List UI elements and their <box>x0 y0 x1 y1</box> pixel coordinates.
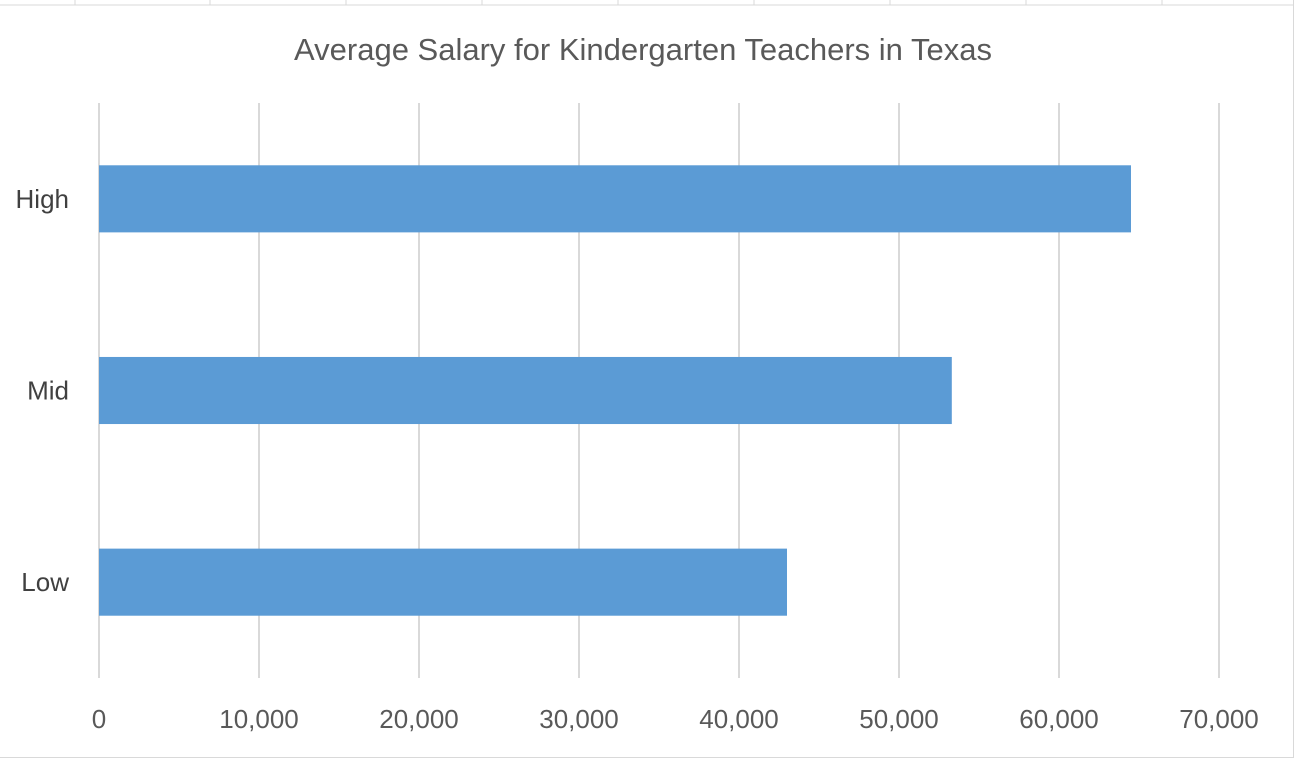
x-tick-label: 0 <box>92 704 106 734</box>
chart-title: Average Salary for Kindergarten Teachers… <box>294 32 992 67</box>
x-tick-label: 20,000 <box>379 704 459 734</box>
category-label: Mid <box>27 376 69 406</box>
x-tick-label: 50,000 <box>859 704 939 734</box>
category-label: Low <box>21 567 69 597</box>
bar-mid <box>99 356 952 425</box>
bars <box>99 165 1131 616</box>
bar-low <box>99 548 787 616</box>
category-label: High <box>16 184 69 214</box>
x-tick-label: 70,000 <box>1179 704 1259 734</box>
x-axis-tick-labels: 0 10,000 20,000 30,000 40,000 50,000 60,000 70,… <box>92 704 1259 734</box>
x-tick-label: 10,000 <box>219 704 299 734</box>
category-labels: High Mid Low <box>16 184 70 597</box>
previous-chart-gridlines <box>0 0 1294 6</box>
x-tick-label: 40,000 <box>699 704 779 734</box>
x-tick-label: 60,000 <box>1019 704 1099 734</box>
bar-high <box>99 165 1131 233</box>
x-tick-label: 30,000 <box>539 704 619 734</box>
